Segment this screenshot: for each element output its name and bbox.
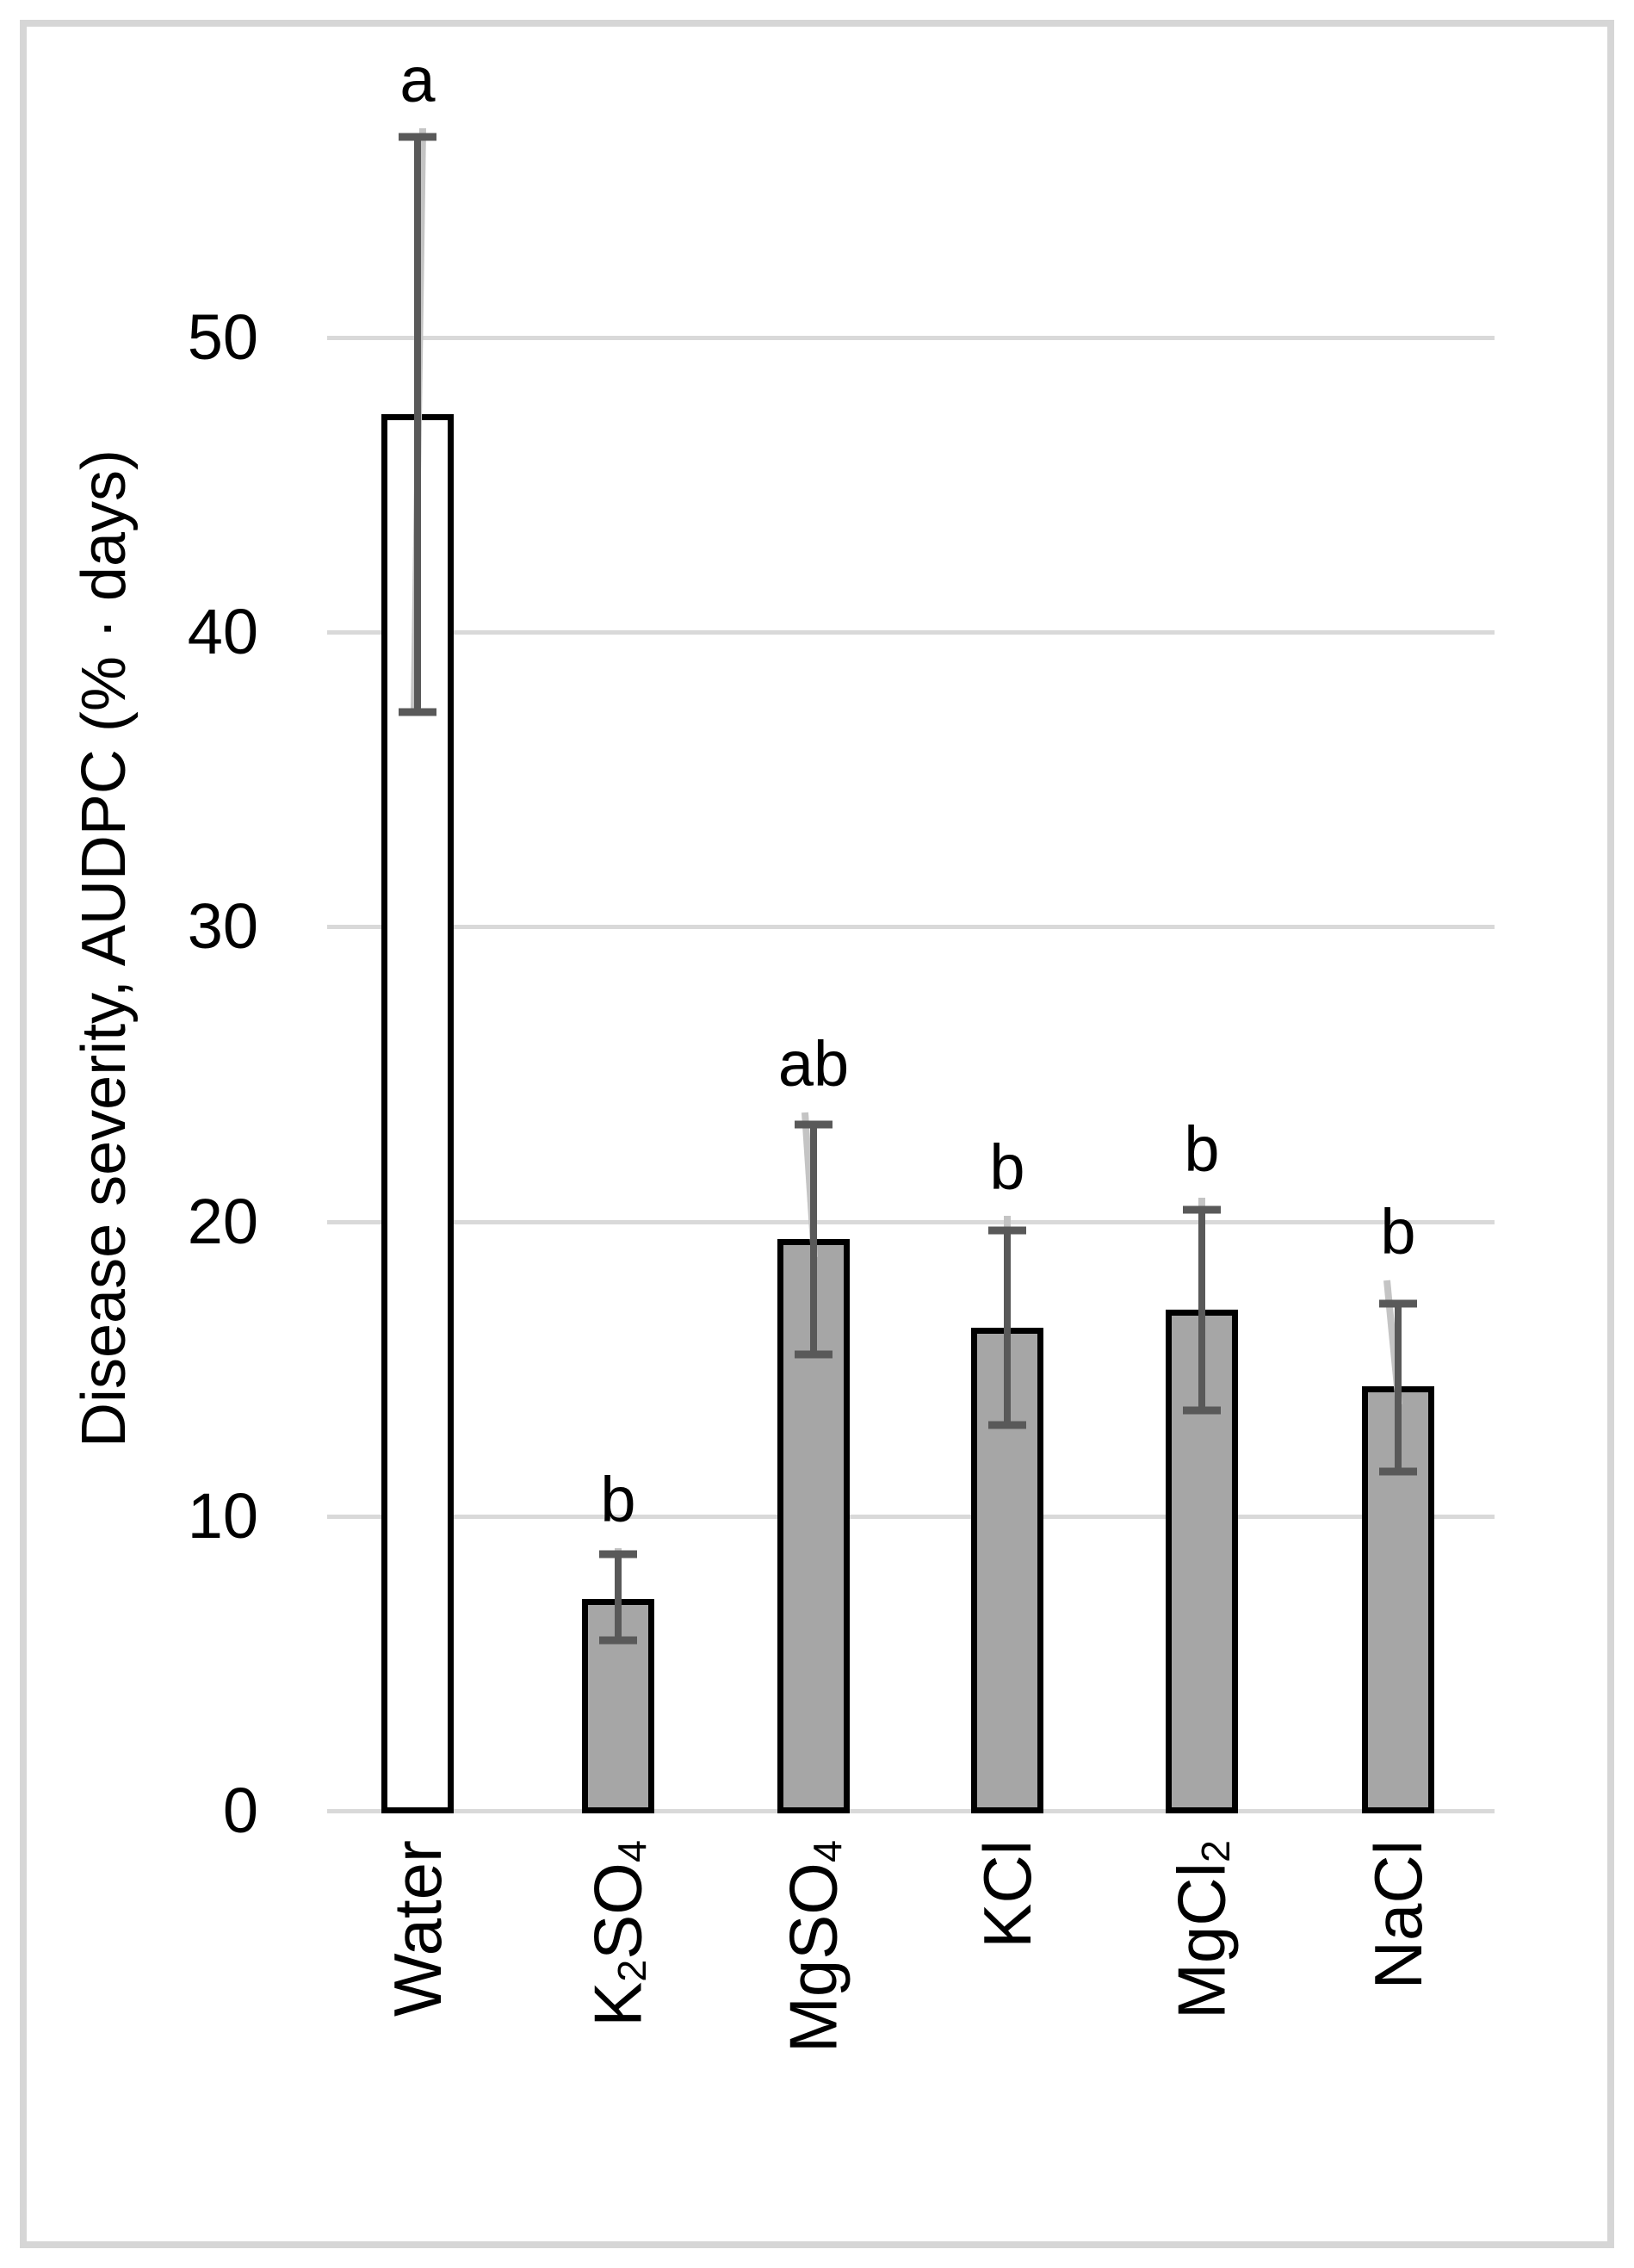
gridline-y20 xyxy=(327,1220,1495,1224)
category-label-text: Water xyxy=(380,1840,455,2017)
significance-letter-water: a xyxy=(399,44,436,115)
gridline-y0 xyxy=(327,1809,1495,1813)
category-label-kcl: KCl xyxy=(969,1840,1045,1949)
category-label-mgso4: MgSO4 xyxy=(775,1840,851,2053)
y-axis-tick-label: 10 xyxy=(187,1480,258,1552)
y-axis-tick-label: 20 xyxy=(187,1186,258,1257)
category-label-subscript: 4 xyxy=(609,1840,654,1863)
category-label-k2so4: K2SO4 xyxy=(579,1840,655,2027)
category-label-subscript: 4 xyxy=(804,1840,850,1863)
gridline-y50 xyxy=(327,336,1495,340)
gridline-y30 xyxy=(327,925,1495,929)
category-label-nacl: NaCl xyxy=(1360,1840,1436,1989)
y-axis-tick-label: 30 xyxy=(187,890,258,962)
category-label-mgcl2: MgCl2 xyxy=(1163,1840,1239,2019)
category-label-water: Water xyxy=(380,1840,455,2017)
y-axis-tick-label: 40 xyxy=(187,596,258,667)
category-label-text: MgSO xyxy=(775,1862,851,2054)
category-label-subscript: 2 xyxy=(609,1959,654,1982)
category-label-text: KCl xyxy=(969,1840,1045,1949)
significance-letter-mgso4: ab xyxy=(777,1028,850,1100)
category-label-text: NaCl xyxy=(1360,1840,1436,1990)
bar-kcl xyxy=(971,1328,1043,1813)
gridline-y40 xyxy=(327,630,1495,635)
significance-letter-kcl: b xyxy=(989,1131,1025,1203)
gridline-y10 xyxy=(327,1515,1495,1519)
significance-letter-nacl: b xyxy=(1380,1196,1416,1267)
category-label-subscript: 2 xyxy=(1192,1840,1238,1863)
significance-letter-k2so4: b xyxy=(600,1464,636,1535)
category-label-text: MgCl xyxy=(1163,1862,1240,2020)
y-axis-tick-label: 50 xyxy=(187,301,258,373)
category-label-text: SO xyxy=(579,1862,656,1960)
y-axis-tick-label: 0 xyxy=(222,1775,258,1846)
significance-letter-mgcl2: b xyxy=(1184,1113,1220,1185)
figure-border xyxy=(20,20,1614,2248)
category-label-text: K xyxy=(579,1981,656,2027)
